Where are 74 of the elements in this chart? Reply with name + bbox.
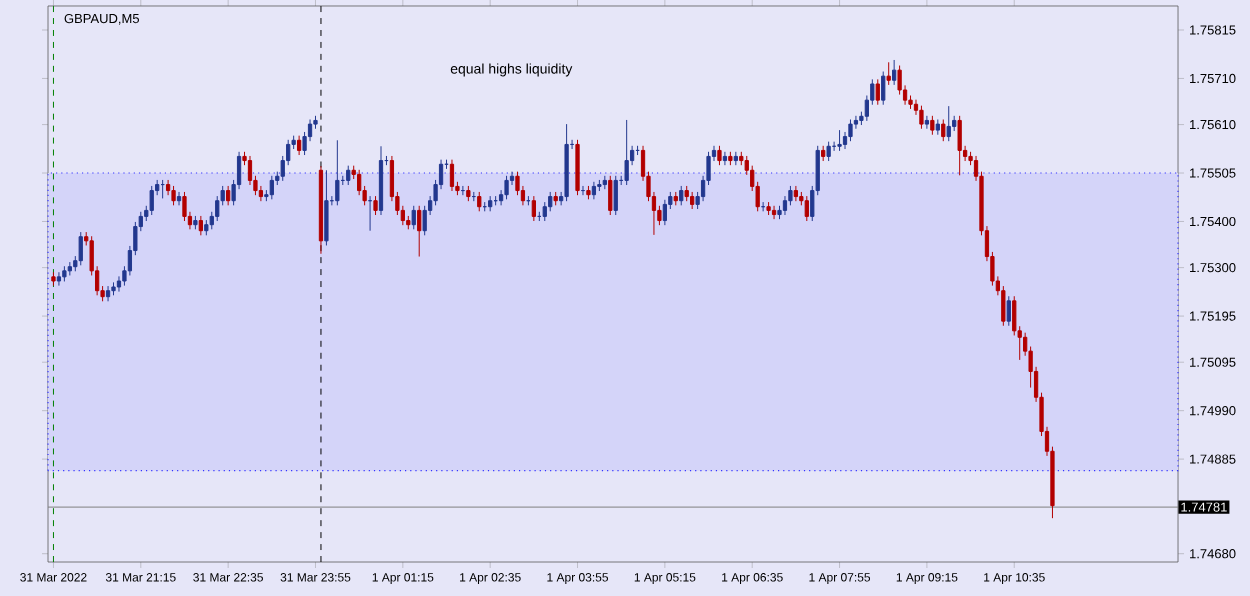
candlestick <box>728 151 733 166</box>
candlestick <box>477 191 482 212</box>
candlestick <box>821 145 826 162</box>
candlestick <box>460 185 466 196</box>
candlestick <box>597 179 602 192</box>
candlestick <box>346 165 351 186</box>
candlestick <box>662 199 668 226</box>
candlestick <box>771 205 777 220</box>
candlestick <box>56 271 62 287</box>
candlestick <box>580 185 586 196</box>
candlestick <box>837 129 842 152</box>
candlestick <box>198 215 203 236</box>
candlestick <box>881 71 886 106</box>
candlestick <box>586 185 591 200</box>
candlestick <box>941 119 946 142</box>
candlestick <box>62 265 67 282</box>
candlestick <box>690 191 695 210</box>
candlestick <box>919 105 924 130</box>
candlestick <box>793 185 799 202</box>
candlestick <box>733 151 738 166</box>
candlestick <box>924 115 930 130</box>
candlestick <box>553 191 558 206</box>
candlestick <box>378 145 384 216</box>
candlestick <box>111 281 116 296</box>
candlestick <box>367 195 373 232</box>
candlestick <box>466 185 471 202</box>
candlestick <box>78 231 83 266</box>
candlestick <box>760 201 766 212</box>
candlestick <box>373 195 378 216</box>
candlestick <box>684 185 689 202</box>
candlestick <box>324 169 329 246</box>
candlestick <box>318 165 324 255</box>
candlestick <box>804 195 809 222</box>
candlestick <box>624 119 629 186</box>
candlestick <box>204 219 209 236</box>
candlestick <box>504 175 509 200</box>
candlestick <box>1006 295 1011 327</box>
candlestick <box>613 175 618 216</box>
candlestick <box>488 195 493 212</box>
candlestick <box>564 123 569 202</box>
candlestick <box>848 119 853 142</box>
candlestick <box>531 195 536 222</box>
candlestick <box>717 145 722 166</box>
candlestick <box>608 175 613 216</box>
candlestick <box>176 191 182 206</box>
candlestick <box>171 185 176 206</box>
candlestick <box>826 141 831 162</box>
candlestick <box>892 59 897 86</box>
candlestick <box>930 115 935 136</box>
candlestick <box>335 139 340 206</box>
candlestick <box>575 139 580 196</box>
candlestick <box>160 179 165 199</box>
candlestick <box>722 151 728 166</box>
candlestick <box>957 115 962 176</box>
candlestick <box>226 185 231 206</box>
candlestick <box>946 105 951 142</box>
candlestick <box>679 185 684 206</box>
candlestick <box>296 135 302 156</box>
candlestick <box>51 271 56 287</box>
candlestick <box>673 191 678 206</box>
candlestick <box>411 205 416 230</box>
candlestick <box>182 191 187 222</box>
candlestick <box>105 285 111 302</box>
candlestick <box>875 78 880 106</box>
candlestick <box>67 261 72 276</box>
candlestick <box>449 159 455 192</box>
candlestick <box>602 175 607 190</box>
candlestick <box>149 185 154 216</box>
candlestick <box>766 201 771 216</box>
candlestick <box>886 61 891 86</box>
candlestick <box>417 205 422 258</box>
candlestick <box>193 215 198 230</box>
candlestick <box>935 119 940 136</box>
candlestick <box>591 181 597 200</box>
